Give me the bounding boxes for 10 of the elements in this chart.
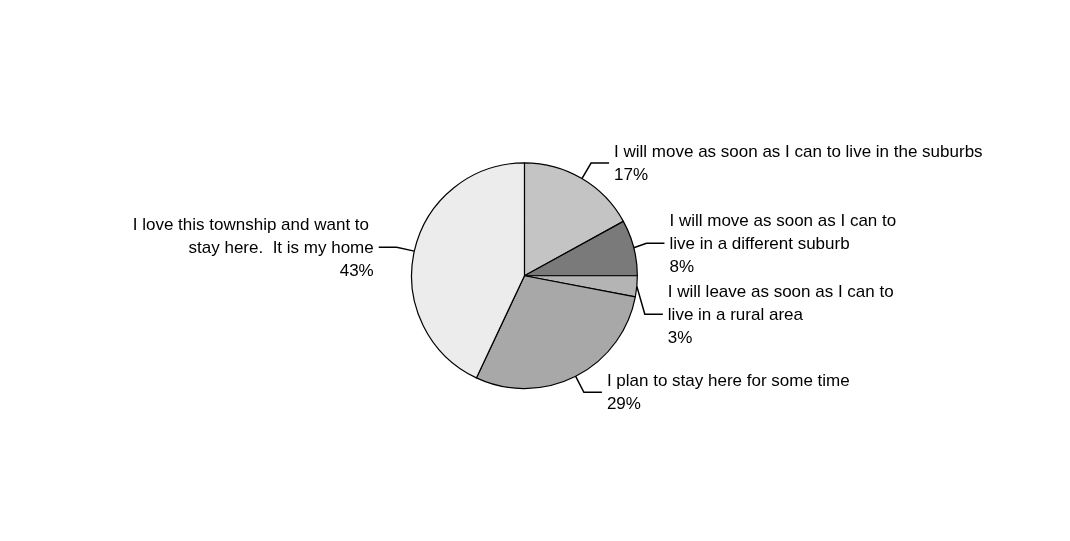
data-label: 43%: [339, 260, 374, 280]
slice-label: I will leave as soon as I can to live in a rural area: [667, 281, 899, 324]
slice-label: I will move as soon as I can to live in the suburbs: [614, 142, 983, 162]
data-label: 8%: [669, 256, 695, 276]
slice-label: I will move as soon as I can to live in a different suburb: [669, 210, 901, 253]
slice-label: I love this township and want to stay here. It is my home: [132, 214, 374, 257]
slice-label: I plan to stay here for some time: [606, 371, 850, 391]
data-label: 3%: [667, 327, 693, 347]
data-label: 29%: [606, 394, 641, 414]
data-label: 17%: [614, 165, 649, 185]
